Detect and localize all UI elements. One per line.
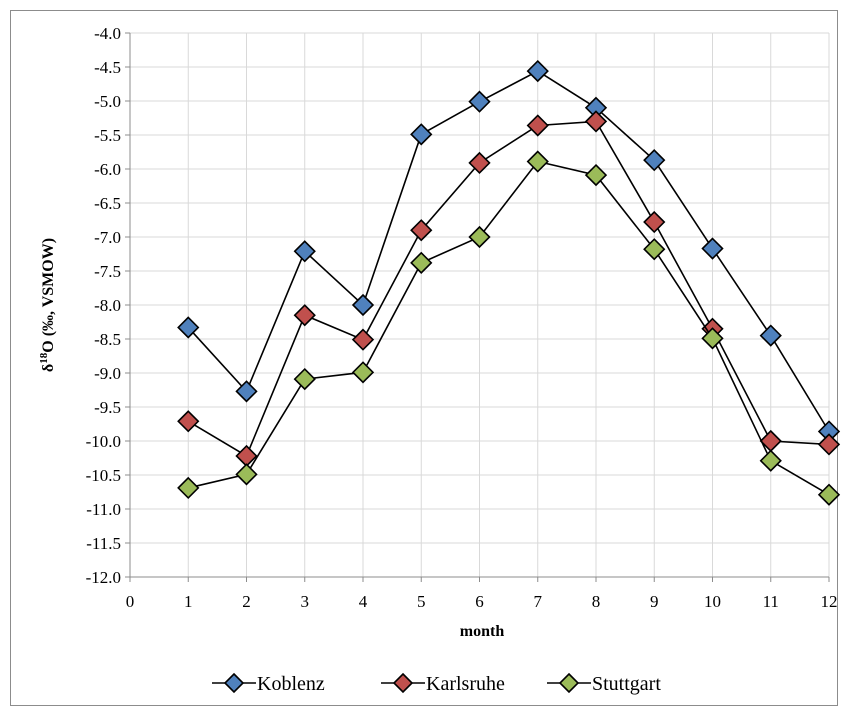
x-tick-label: 3: [301, 592, 310, 611]
y-tick-label: -7.5: [94, 262, 121, 281]
point-karlsruhe: [410, 219, 433, 242]
legend-marker-karlsruhe: [392, 672, 414, 694]
x-tick-label: 7: [534, 592, 543, 611]
x-tick-label: 6: [475, 592, 484, 611]
y-tick-label: -10.0: [86, 432, 121, 451]
x-tick-label: 12: [821, 592, 838, 611]
point-koblenz: [526, 59, 549, 83]
y-tick-label: -8.0: [94, 296, 121, 315]
y-tick-label: -12.0: [86, 568, 121, 587]
x-axis-title: month: [460, 623, 505, 640]
y-axis-title-rest: O (‰, VSMOW): [40, 238, 57, 353]
point-koblenz: [468, 90, 491, 113]
x-tick-label: 1: [184, 592, 193, 611]
legend-label-karlsruhe: Karlsruhe: [426, 673, 505, 695]
y-tick-label: -4.0: [94, 24, 121, 43]
x-tick-label: 9: [650, 592, 659, 611]
point-koblenz: [410, 123, 433, 146]
legend-marker-koblenz: [223, 672, 245, 694]
point-karlsruhe: [351, 328, 375, 351]
y-tick-label: -8.5: [94, 330, 121, 349]
point-stuttgart: [468, 225, 491, 249]
series-line-stuttgart: [188, 160, 830, 496]
legend-label-koblenz: Koblenz: [257, 673, 325, 695]
point-karlsruhe: [817, 433, 841, 456]
y-axis-ticks: -4.0 -4.5 -5.0 -5.5 -6.0 -6.5 -7.0 -7.5 -8.0 -8.5…: [86, 24, 130, 587]
x-tick-label: 10: [704, 592, 721, 611]
point-koblenz: [235, 380, 258, 403]
x-tick-label: 8: [592, 592, 601, 611]
x-tick-label: 0: [126, 592, 135, 611]
y-tick-label: -10.5: [86, 466, 121, 485]
point-stuttgart: [235, 463, 258, 486]
legend-marker-stuttgart: [558, 672, 580, 694]
point-stuttgart: [584, 163, 608, 187]
y-tick-label: -6.5: [94, 194, 121, 213]
x-tick-label: 11: [763, 592, 779, 611]
y-axis-title-superscript: 18: [38, 352, 50, 364]
point-stuttgart: [177, 476, 200, 500]
point-karlsruhe: [526, 114, 549, 137]
x-tick-label: 4: [359, 592, 368, 611]
y-tick-label: -5.0: [94, 92, 121, 111]
point-koblenz: [701, 237, 724, 260]
point-stuttgart: [526, 150, 549, 173]
grid-lines: [129, 32, 830, 578]
point-stuttgart: [643, 238, 666, 261]
series-line-karlsruhe: [187, 120, 830, 458]
point-karlsruhe: [468, 151, 491, 175]
series-line-koblenz: [187, 70, 830, 432]
point-stuttgart: [410, 251, 433, 274]
y-tick-label: -5.5: [94, 126, 121, 145]
x-tick-label: 2: [242, 592, 251, 611]
point-karlsruhe: [759, 429, 782, 453]
x-axis-ticks: 0 1 2 3 4 5 6 7 8 9 10 11 12: [126, 577, 838, 611]
point-stuttgart: [351, 361, 375, 384]
y-tick-label: -9.0: [94, 364, 121, 383]
point-stuttgart: [701, 327, 724, 350]
point-karlsruhe: [177, 410, 200, 433]
y-tick-label: -11.0: [86, 500, 121, 519]
series-group: [177, 59, 841, 506]
y-tick-label: -9.5: [94, 398, 121, 417]
y-tick-label: -11.5: [86, 534, 121, 553]
point-stuttgart: [759, 449, 782, 472]
legend: Koblenz Karlsruhe Stuttgart: [212, 672, 661, 695]
y-tick-label: -6.0: [94, 160, 121, 179]
point-stuttgart: [817, 483, 841, 506]
point-karlsruhe: [584, 110, 608, 133]
y-axis-title-main: δ: [40, 364, 57, 372]
point-koblenz: [351, 293, 375, 317]
point-koblenz: [293, 240, 316, 263]
point-karlsruhe: [293, 304, 316, 327]
legend-label-stuttgart: Stuttgart: [592, 673, 661, 695]
y-tick-label: -7.0: [94, 228, 121, 247]
point-koblenz: [759, 324, 782, 347]
point-stuttgart: [293, 367, 316, 391]
y-tick-label: -4.5: [94, 58, 121, 77]
x-tick-label: 5: [417, 592, 426, 611]
y-axis-title: δ18O (‰, VSMOW): [38, 238, 57, 372]
point-karlsruhe: [643, 210, 666, 234]
point-koblenz: [643, 149, 666, 172]
point-koblenz: [177, 316, 200, 339]
